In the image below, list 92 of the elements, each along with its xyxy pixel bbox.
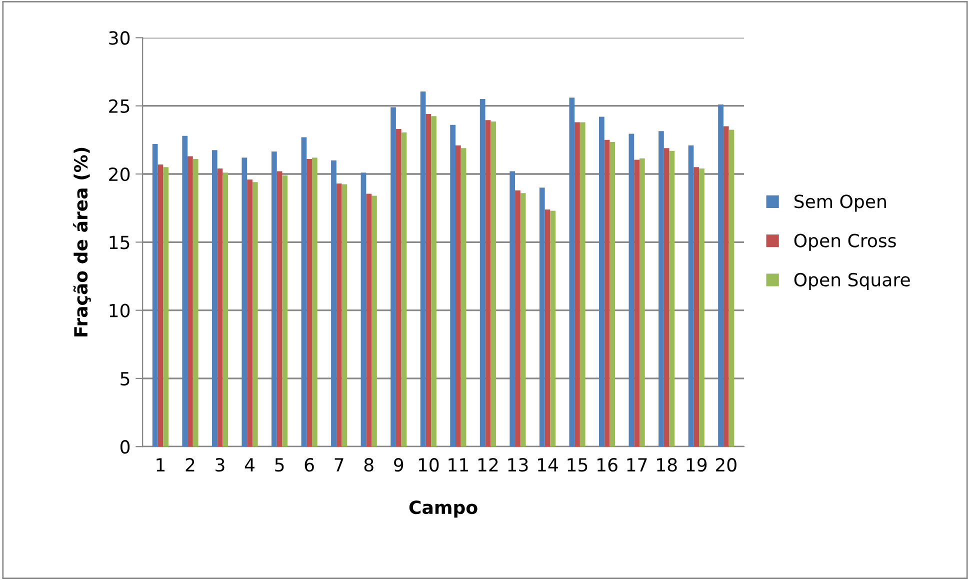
x-tick-label: 20 [716,458,736,472]
y-axis-title: Fração de área (%) [72,148,91,336]
bar [604,140,610,447]
y-tick-label: 25 [109,99,130,113]
bar [490,122,496,447]
bar [242,158,248,447]
x-tick-label: 19 [686,458,707,472]
bar [539,188,545,447]
bar [669,150,675,447]
y-tick-label: 0 [120,440,130,454]
bar [728,130,734,447]
bar [312,158,318,447]
bar [634,160,640,447]
bar [699,168,704,447]
bar [480,99,486,447]
x-tick-label: 10 [418,458,439,472]
y-tick-label: 15 [110,236,130,250]
bar [520,193,526,447]
x-tick-label: 9 [394,458,404,472]
bar [550,210,556,447]
bar [152,144,158,447]
x-tick-label: 8 [364,458,374,472]
x-tick-label: 13 [508,458,528,472]
bar [455,145,461,447]
bar [182,136,188,447]
x-tick-label: 7 [334,458,344,472]
bar [212,150,218,447]
bar [222,172,228,447]
bar [366,194,372,447]
bar [431,116,436,447]
bar [372,196,377,447]
bar [694,167,700,447]
x-tick-label: 17 [627,458,647,472]
bar [188,156,193,447]
bar [282,175,288,447]
bar [420,92,426,447]
bar [426,114,432,447]
x-tick-label: 2 [186,458,194,472]
x-tick-label: 1 [156,458,165,472]
bar [342,184,348,447]
y-tick-label: 30 [109,31,130,45]
bar [247,179,252,447]
bar [610,142,616,447]
bar [252,182,258,447]
y-tick-label: 20 [109,167,130,182]
bar [336,184,342,447]
legend-label: Open Cross [794,234,896,251]
x-tick-label: 16 [598,458,618,472]
bar [217,168,223,447]
bar [301,137,307,447]
bar [574,122,580,447]
bar [688,145,694,447]
bar [639,158,645,447]
bar [272,152,277,447]
bar [163,167,168,447]
x-tick-label: 3 [216,458,224,472]
bar [510,171,516,447]
x-tick-label: 4 [244,458,254,472]
bar [723,126,729,447]
bar [396,129,402,447]
bar [450,124,456,447]
x-tick-label: 14 [538,458,558,472]
y-tick-label: 10 [110,304,130,318]
bar [628,134,634,447]
bar [276,171,282,447]
x-axis-title: Campo [409,500,478,518]
bar [599,116,604,447]
x-tick-label: 6 [304,458,314,472]
x-tick-label: 12 [478,458,498,472]
bar [192,159,198,447]
x-tick-label: 5 [275,458,284,472]
bar [306,159,312,447]
bar [331,160,336,447]
legend-label: Open Square [794,272,910,290]
bar [460,148,466,447]
bar [390,107,396,447]
y-tick-label: 5 [120,372,130,386]
bar [401,132,407,447]
bar [569,98,575,447]
bar [485,120,491,447]
bar [360,172,366,447]
bar [158,164,164,447]
x-tick-label: 18 [657,458,677,472]
bar [544,209,550,447]
bar [658,131,664,447]
x-tick-label: 11 [448,458,468,472]
legend-label: Sem Open [794,194,886,212]
bar [580,122,586,447]
bar [515,190,520,447]
bar [664,148,670,447]
bar [718,104,724,447]
x-tick-label: 15 [568,458,588,472]
